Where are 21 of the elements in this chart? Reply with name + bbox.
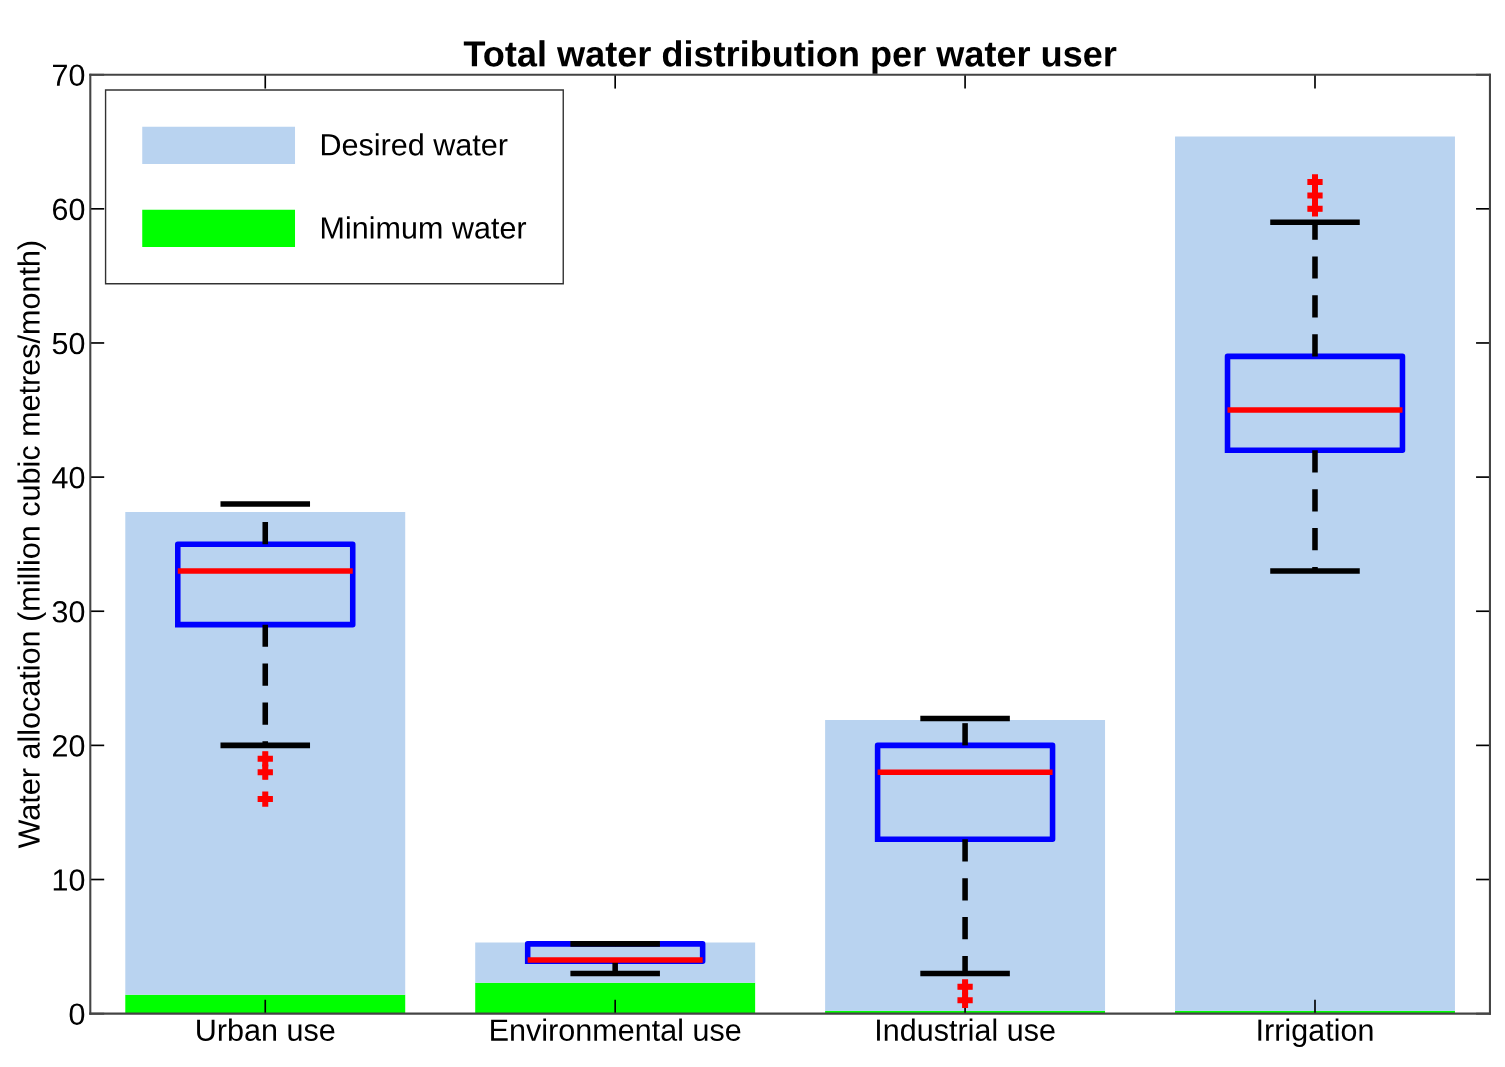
y-tick-label: 10 — [53, 869, 85, 891]
y-tick-label: 60 — [53, 198, 85, 221]
x-tick-label: Irrigation — [1258, 1018, 1373, 1047]
bar — [125, 994, 406, 1014]
legend-label: Minimum water — [321, 216, 527, 239]
y-tick-label: 0 — [69, 1003, 85, 1026]
bar — [125, 511, 406, 995]
legend-label: Desired water — [321, 133, 508, 156]
y-tick-label: 40 — [52, 466, 85, 489]
x-tick-label: Urban use — [197, 1018, 335, 1041]
bar — [1175, 136, 1455, 1011]
y-tick-label: 20 — [52, 735, 85, 757]
x-tick-label: Environmental use — [491, 1018, 741, 1041]
y-tick-label: 70 — [53, 64, 85, 87]
chart-title: Total water distribution per water user — [463, 40, 1117, 74]
y-tick-label: 30 — [52, 600, 85, 623]
x-tick-label: Industrial use — [877, 1018, 1055, 1041]
y-tick-label: 50 — [52, 332, 85, 355]
y-axis-title: Water allocation (million cubic metres/month) — [17, 241, 46, 849]
bar — [825, 719, 1106, 1011]
bar — [475, 982, 756, 1014]
